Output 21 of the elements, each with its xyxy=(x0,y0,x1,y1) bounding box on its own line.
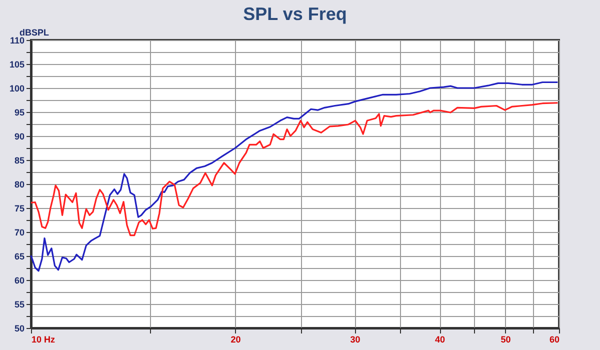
y-tick-label: 70 xyxy=(14,228,24,238)
y-tick-label: 60 xyxy=(14,276,24,286)
y-tick-label: 110 xyxy=(10,36,24,46)
y-axis-title: dBSPL xyxy=(20,28,50,38)
y-tick-label: 55 xyxy=(14,300,24,310)
y-tick-label: 50 xyxy=(14,324,24,334)
y-tick-label: 90 xyxy=(14,132,24,142)
y-tick-label: 65 xyxy=(14,252,24,262)
x-tick-label: 60 xyxy=(549,334,560,344)
x-tick-label: 20 xyxy=(230,334,241,344)
y-tick-label: 85 xyxy=(14,156,24,166)
x-tick-label: 10 Hz xyxy=(32,334,56,344)
x-tick-label: 30 xyxy=(350,334,360,344)
x-tick-label: 40 xyxy=(435,334,446,344)
y-tick-label: 100 xyxy=(9,84,24,94)
y-tick-label: 75 xyxy=(14,204,24,214)
y-tick-label: 80 xyxy=(14,180,24,190)
y-tick-label: 95 xyxy=(14,108,24,118)
chart-title: SPL vs Freq xyxy=(243,4,347,24)
y-tick-label: 105 xyxy=(9,60,24,70)
x-tick-label: 50 xyxy=(500,334,511,344)
